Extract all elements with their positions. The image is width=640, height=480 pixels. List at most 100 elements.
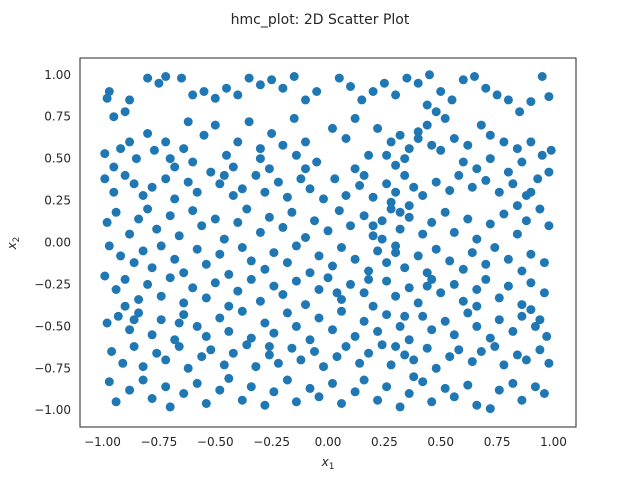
scatter-point — [242, 204, 252, 214]
scatter-point — [179, 268, 189, 278]
scatter-point — [267, 129, 277, 138]
scatter-point — [458, 75, 468, 85]
scatter-point — [301, 164, 310, 174]
scatter-point — [422, 281, 432, 291]
scatter-point — [449, 227, 459, 237]
scatter-point — [149, 145, 159, 155]
scatter-point — [156, 315, 166, 325]
scatter-point — [530, 321, 540, 331]
scatter-point — [201, 259, 211, 269]
scatter-point — [199, 87, 209, 96]
scatter-point — [120, 107, 130, 117]
scatter-point — [485, 130, 495, 140]
scatter-point — [109, 162, 119, 172]
scatter-point — [305, 184, 315, 194]
scatter-point — [440, 316, 450, 326]
scatter-point — [170, 335, 180, 345]
scatter-point — [134, 308, 144, 318]
scatter-point — [382, 258, 392, 268]
scatter-point — [526, 249, 536, 259]
scatter-point — [499, 360, 509, 370]
scatter-point — [485, 219, 495, 229]
scatter-point — [102, 318, 112, 328]
scatter-point — [463, 214, 473, 224]
scatter-point — [165, 273, 175, 283]
scatter-point — [368, 87, 378, 96]
scatter-point — [332, 352, 342, 362]
scatter-point — [251, 170, 261, 180]
scatter-point — [472, 301, 482, 311]
scatter-point — [341, 342, 351, 351]
scatter-point — [337, 399, 346, 408]
scatter-point — [224, 326, 234, 336]
scatter-point — [134, 295, 144, 304]
scatter-point — [328, 261, 337, 271]
scatter-point — [156, 241, 166, 251]
scatter-point — [269, 281, 279, 291]
scatter-point — [404, 283, 414, 293]
scatter-point — [314, 285, 324, 294]
scatter-point — [161, 72, 171, 81]
scatter-point — [364, 274, 374, 284]
scatter-point — [224, 269, 234, 279]
x-axis-label: x1 — [321, 455, 335, 472]
scatter-point — [350, 331, 360, 341]
scatter-point — [120, 301, 130, 311]
scatter-point — [379, 78, 389, 88]
scatter-point — [440, 383, 450, 393]
scatter-point — [382, 310, 392, 320]
y-axis-label: x2 — [5, 237, 22, 251]
scatter-point — [287, 207, 297, 217]
scatter-point — [161, 137, 171, 147]
scatter-point — [147, 394, 157, 403]
scatter-point — [526, 187, 536, 197]
y-axis-ticks: −1.00 −0.75 −0.50 −0.25 0.00 0.25 0.50 0.75 1.00 — [34, 68, 71, 417]
scatter-point — [402, 73, 412, 83]
scatter-point — [476, 120, 486, 130]
scatter-point — [512, 229, 522, 239]
scatter-point — [373, 123, 383, 133]
y-axis-label-main: x — [5, 241, 19, 250]
scatter-point — [215, 249, 225, 259]
scatter-point — [368, 301, 378, 311]
scatter-point — [174, 318, 184, 328]
scatter-point — [526, 278, 536, 288]
y-tick-label: 1.00 — [44, 68, 71, 82]
scatter-point — [512, 350, 522, 360]
scatter-point — [152, 348, 162, 358]
scatter-point — [273, 177, 283, 187]
scatter-point — [165, 402, 175, 412]
scatter-point — [546, 145, 556, 155]
scatter-point — [436, 288, 446, 298]
scatter-point — [260, 187, 270, 197]
scatter-point — [233, 286, 243, 296]
scatter-point — [282, 308, 292, 318]
scatter-point — [418, 191, 428, 200]
scatter-point — [391, 187, 401, 197]
scatter-point — [237, 243, 247, 252]
scatter-point — [206, 167, 216, 177]
scatter-point — [116, 144, 126, 154]
scatter-point — [454, 170, 464, 180]
scatter-point — [170, 194, 180, 204]
scatter-point — [355, 181, 365, 190]
scatter-point — [192, 321, 202, 331]
scatter-point — [418, 311, 428, 321]
scatter-point — [188, 206, 198, 216]
scatter-point — [409, 355, 419, 365]
scatter-point — [255, 154, 265, 164]
scatter-point — [188, 90, 198, 100]
y-tick-label: −0.75 — [34, 361, 71, 375]
scatter-point — [147, 330, 157, 340]
scatter-point — [165, 154, 175, 164]
x-tick-label: 0.75 — [484, 435, 511, 449]
scatter-point — [485, 333, 495, 343]
scatter-point — [282, 375, 292, 385]
scatter-point — [537, 150, 547, 160]
scatter-point — [100, 271, 110, 281]
scatter-point — [267, 75, 277, 85]
scatter-point — [346, 221, 355, 231]
scatter-point — [458, 296, 468, 306]
scatter-point — [481, 274, 491, 284]
scatter-point — [350, 387, 360, 397]
